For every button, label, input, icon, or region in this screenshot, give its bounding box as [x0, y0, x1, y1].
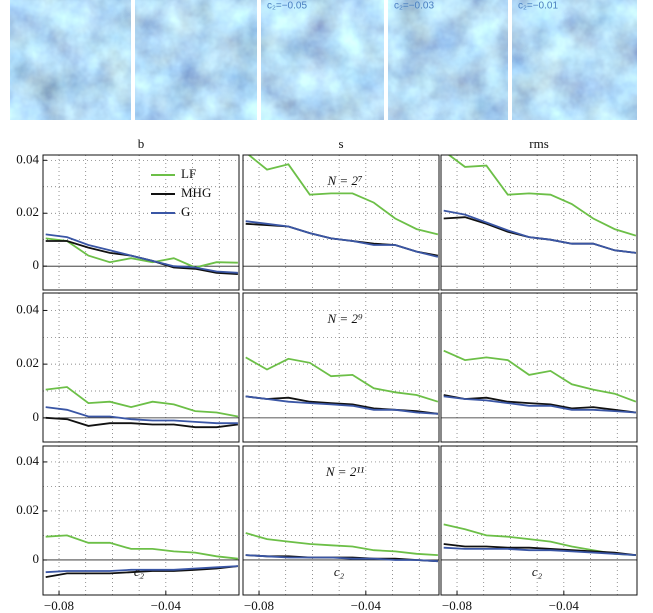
panel-title: s — [338, 136, 343, 151]
y-tick-label: 0.02 — [16, 502, 39, 517]
panel — [441, 155, 637, 290]
series-line — [245, 532, 438, 556]
series-line — [443, 543, 637, 556]
series-line — [45, 406, 238, 425]
legend-label: G — [181, 204, 190, 219]
series-line — [447, 155, 637, 237]
x-tick-label: −0.08 — [44, 598, 74, 613]
series-line — [443, 395, 636, 414]
panel-frame — [440, 154, 638, 291]
x-tick-label: −0.04 — [151, 598, 182, 613]
panel-frame — [242, 154, 440, 291]
y-tick-label: 0 — [33, 409, 40, 424]
x-tick-label: −0.04 — [549, 598, 580, 613]
x-axis-label: c₂ — [334, 564, 345, 579]
legend-label: MHG — [181, 185, 211, 200]
panel — [43, 446, 239, 595]
image-tile — [388, 0, 508, 120]
series-line — [443, 394, 637, 414]
y-tick-label: 0 — [33, 257, 40, 272]
series-line — [443, 546, 636, 556]
series-line — [247, 155, 439, 236]
series-line — [245, 220, 439, 258]
panel — [441, 293, 637, 442]
image-tile — [512, 0, 637, 120]
legend-label: LF — [181, 166, 196, 181]
panel — [243, 293, 439, 442]
panel-frame — [242, 445, 440, 596]
annotation: N = 2⁷ — [327, 173, 363, 188]
panel — [43, 155, 239, 290]
panel-frame — [242, 292, 440, 443]
x-tick-label: −0.08 — [442, 598, 472, 613]
x-tick-label: −0.08 — [244, 598, 274, 613]
image-tile — [135, 0, 257, 120]
x-tick-label: −0.04 — [351, 598, 382, 613]
image-tile — [261, 0, 384, 120]
panel-frame — [42, 292, 240, 443]
y-tick-label: 0.04 — [16, 301, 39, 316]
y-tick-label: 0.02 — [16, 204, 39, 219]
series-line — [443, 349, 637, 403]
series-line — [45, 416, 239, 429]
series-line — [245, 356, 439, 403]
x-axis-label: c₂ — [134, 564, 145, 579]
x-axis-label: c₂ — [532, 564, 543, 579]
panel — [243, 446, 439, 595]
series-line — [45, 565, 239, 578]
series-line — [443, 209, 637, 254]
image-label: c₂=−0.01 — [518, 1, 558, 12]
panel-frame — [42, 154, 240, 291]
image-label: c₂=−0.03 — [394, 1, 434, 12]
image-tile — [10, 0, 131, 120]
panel — [43, 293, 239, 442]
y-tick-label: 0 — [33, 551, 40, 566]
series-line — [45, 386, 239, 418]
annotation: N = 2¹¹ — [325, 464, 364, 479]
panel-frame — [440, 445, 638, 596]
panel-title: b — [138, 136, 145, 151]
series-line — [45, 237, 238, 269]
series-line — [245, 395, 438, 415]
y-tick-label: 0.04 — [16, 151, 39, 166]
panel-title: rms — [529, 136, 549, 151]
series-line — [45, 565, 238, 574]
y-tick-label: 0.02 — [16, 355, 39, 370]
series-line — [45, 233, 238, 274]
image-strip — [10, 0, 637, 120]
series-line — [245, 554, 438, 563]
panel — [243, 155, 439, 290]
panel-frame — [42, 445, 240, 596]
panel-frame — [440, 292, 638, 443]
panel — [441, 446, 637, 595]
annotation: N = 2⁹ — [327, 311, 363, 326]
y-tick-label: 0.04 — [16, 453, 39, 468]
series-line — [45, 534, 239, 560]
image-label: c₂=−0.05 — [267, 1, 307, 12]
